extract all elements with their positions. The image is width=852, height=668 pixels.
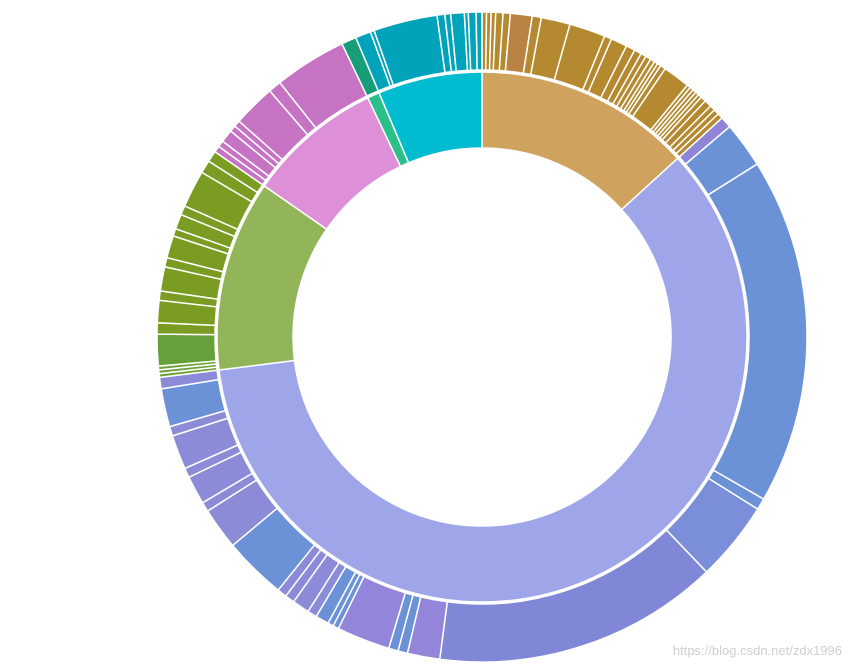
inner-ring: [216, 71, 748, 603]
inner-segment-2: [218, 157, 748, 603]
inner-segment-6: [378, 71, 483, 164]
outer-segment-3-4: [156, 333, 217, 367]
outer-ring: [156, 11, 808, 663]
outer-segment-6-9: [475, 11, 483, 71]
watermark-text: https://blog.csdn.net/zdx1996: [672, 643, 842, 658]
